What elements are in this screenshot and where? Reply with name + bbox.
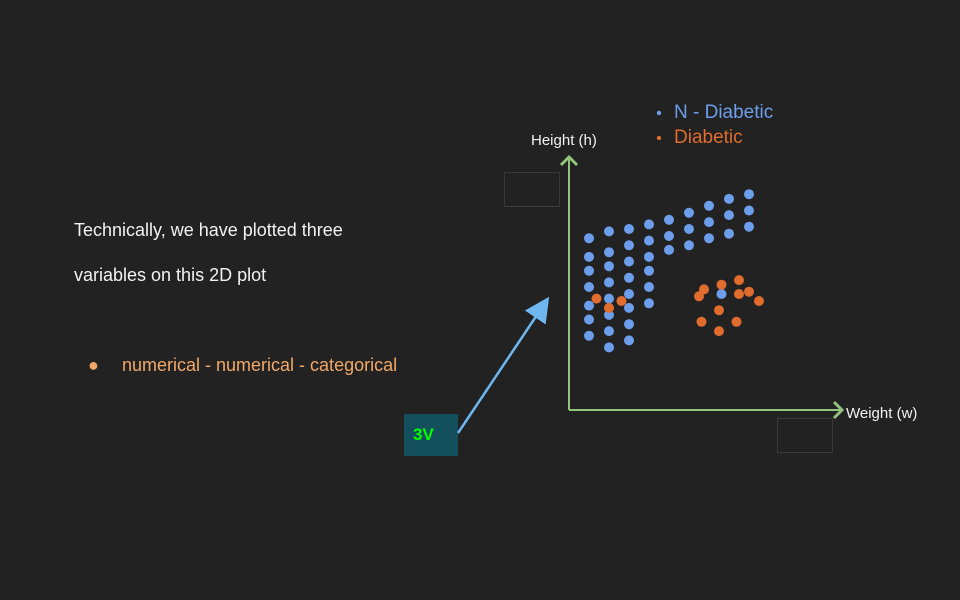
non-diabetic-point: [604, 326, 614, 337]
legend-marker-diabetic: [656, 135, 662, 141]
non-diabetic-point: [664, 244, 674, 255]
non-diabetic-point: [744, 205, 754, 216]
data-points: [584, 189, 764, 353]
non-diabetic-point: [704, 233, 714, 244]
non-diabetic-point: [584, 330, 594, 341]
diabetic-point: [696, 316, 707, 327]
non-diabetic-point: [604, 293, 614, 304]
non-diabetic-point: [584, 265, 594, 276]
non-diabetic-point: [716, 289, 727, 299]
non-diabetic-point: [744, 189, 754, 200]
non-diabetic-point: [624, 272, 634, 283]
non-diabetic-point: [604, 309, 614, 320]
y-axis-label: Height (h): [531, 132, 597, 149]
non-diabetic-point: [644, 282, 654, 292]
legend-label-diabetic: Diabetic: [674, 127, 743, 148]
non-diabetic-point: [684, 224, 694, 234]
non-diabetic-point: [604, 277, 614, 288]
three-variables-badge: 3V: [404, 414, 458, 456]
non-diabetic-point: [604, 247, 614, 258]
annotation-arrow: [456, 296, 550, 434]
non-diabetic-point: [684, 240, 694, 251]
non-diabetic-point: [724, 193, 734, 204]
diabetic-point: [734, 289, 744, 299]
diabetic-point: [734, 275, 744, 286]
diabetic-point: [744, 286, 754, 297]
bullet-item: ● numerical - numerical - categorical: [88, 355, 397, 376]
non-diabetic-point: [724, 210, 734, 221]
non-diabetic-point: [644, 235, 654, 246]
non-diabetic-point: [604, 261, 614, 272]
bullet-dot-icon: ●: [88, 355, 99, 375]
diabetic-point: [714, 305, 724, 316]
non-diabetic-point: [644, 265, 654, 276]
non-diabetic-point: [644, 251, 654, 262]
non-diabetic-point: [584, 314, 594, 325]
non-diabetic-point: [684, 207, 694, 218]
diabetic-point: [731, 316, 742, 327]
non-diabetic-point: [604, 342, 614, 353]
diabetic-point: [591, 293, 602, 304]
diabetic-point: [754, 296, 764, 306]
non-diabetic-point: [704, 200, 714, 211]
non-diabetic-point: [624, 224, 634, 234]
non-diabetic-point: [624, 256, 634, 267]
empty-box-top: [504, 172, 560, 207]
x-axis-label: Weight (w): [846, 405, 917, 422]
non-diabetic-point: [644, 219, 654, 230]
non-diabetic-point: [624, 319, 634, 330]
diabetic-point: [699, 284, 709, 295]
non-diabetic-point: [624, 289, 634, 299]
bullet-text: numerical - numerical - categorical: [122, 355, 398, 375]
legend: N - Diabetic Diabetic: [656, 102, 773, 148]
legend-marker-non-diabetic: [656, 110, 662, 116]
diabetic-point: [604, 302, 614, 313]
non-diabetic-point: [744, 221, 754, 232]
diabetic-point: [616, 296, 627, 306]
non-diabetic-point: [704, 217, 714, 228]
legend-label-non-diabetic: N - Diabetic: [674, 102, 773, 123]
non-diabetic-point: [584, 300, 594, 311]
non-diabetic-point: [724, 228, 734, 239]
non-diabetic-point: [644, 298, 654, 309]
diabetic-point: [694, 291, 704, 302]
non-diabetic-point: [584, 282, 594, 292]
non-diabetic-point: [624, 335, 634, 346]
description-line-2: variables on this 2D plot: [74, 265, 267, 285]
non-diabetic-point: [584, 251, 594, 262]
non-diabetic-point: [624, 302, 634, 313]
non-diabetic-point: [584, 233, 594, 244]
non-diabetic-point: [604, 226, 614, 237]
diabetic-point: [714, 326, 724, 337]
empty-box-bottom: [777, 418, 833, 453]
non-diabetic-point: [624, 240, 634, 251]
description-line-1: Technically, we have plotted three: [74, 220, 343, 240]
diabetic-point: [716, 279, 727, 290]
non-diabetic-point: [664, 214, 674, 225]
non-diabetic-point: [664, 231, 674, 241]
